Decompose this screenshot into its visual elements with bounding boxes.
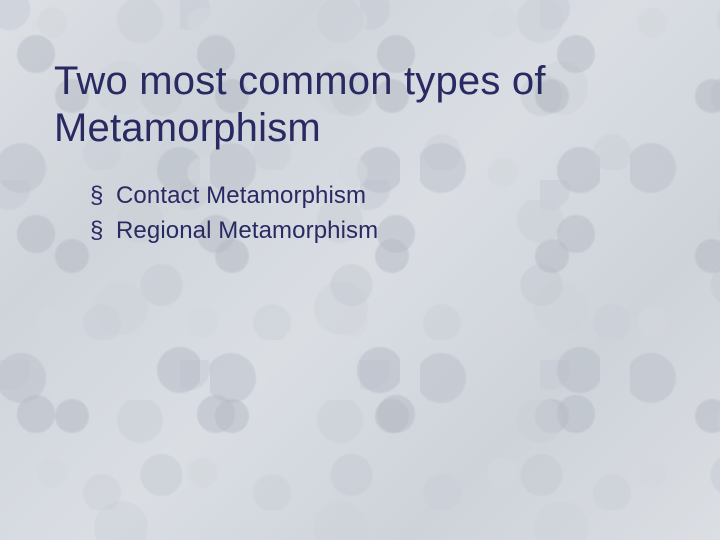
bullet-list: Contact Metamorphism Regional Metamorphi… xyxy=(0,180,720,247)
list-item: Contact Metamorphism xyxy=(90,180,720,212)
slide-container: Two most common types of Metamorphism Co… xyxy=(0,0,720,540)
list-item: Regional Metamorphism xyxy=(90,215,720,247)
slide-title: Two most common types of Metamorphism xyxy=(0,58,720,152)
